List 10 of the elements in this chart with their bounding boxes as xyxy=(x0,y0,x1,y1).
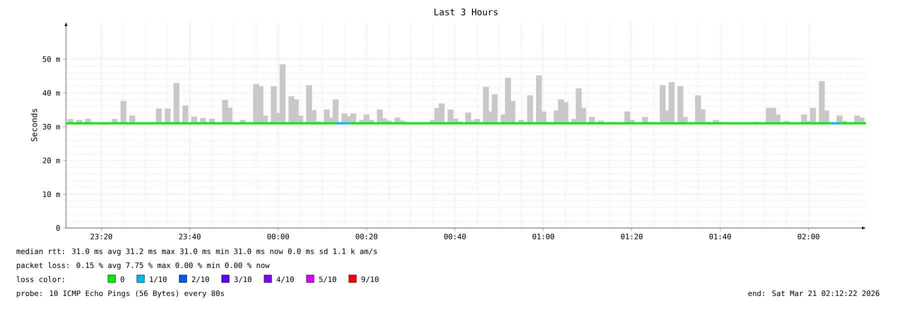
bar xyxy=(332,99,339,124)
bar xyxy=(182,105,188,124)
chart-title: Last 3 Hours xyxy=(434,8,498,16)
bar xyxy=(164,108,171,124)
bar xyxy=(818,81,825,124)
bar xyxy=(156,108,162,124)
bar xyxy=(660,85,666,124)
bar xyxy=(174,83,180,124)
bar xyxy=(492,94,498,124)
bar xyxy=(677,86,684,124)
